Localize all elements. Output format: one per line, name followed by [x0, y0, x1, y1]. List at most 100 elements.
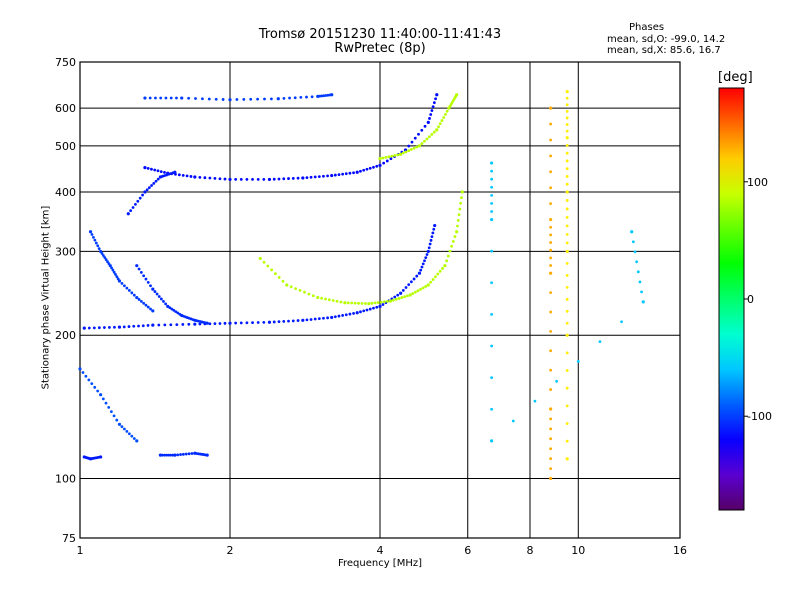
data-point [287, 319, 290, 323]
data-point [362, 168, 366, 172]
data-point [435, 93, 439, 97]
data-point [549, 437, 553, 441]
data-point [144, 303, 148, 307]
data-point [421, 286, 425, 290]
data-point [78, 367, 82, 371]
data-point [490, 439, 494, 443]
data-point [151, 287, 155, 291]
data-point [256, 97, 259, 101]
data-point [123, 427, 126, 431]
data-point [368, 166, 372, 170]
data-point [431, 231, 435, 235]
data-point [490, 281, 494, 285]
data-point [419, 268, 423, 272]
data-point [311, 294, 315, 298]
data-point [104, 401, 108, 405]
data-point [116, 277, 120, 281]
data-point [132, 293, 136, 297]
data-point [125, 429, 129, 433]
data-point [159, 297, 163, 301]
y-tick-label: 300 [55, 245, 76, 258]
data-point [266, 264, 270, 268]
x-axis-label: Frequency [MHz] [337, 558, 423, 569]
data-point [378, 304, 382, 308]
data-point [429, 238, 433, 242]
data-point [249, 97, 253, 101]
data-point [549, 310, 553, 314]
data-point [92, 235, 95, 239]
data-point [189, 175, 193, 178]
data-point [416, 289, 420, 293]
data-point [355, 170, 359, 174]
data-point [185, 174, 189, 178]
data-point [549, 225, 553, 229]
data-point [565, 386, 569, 390]
data-point [99, 393, 103, 397]
data-point [555, 379, 558, 383]
data-point [176, 311, 180, 315]
data-point [381, 156, 385, 160]
data-point [549, 154, 553, 158]
data-point [565, 249, 569, 254]
data-point [565, 159, 569, 163]
data-point [370, 301, 374, 305]
data-point [549, 186, 553, 190]
data-point [433, 223, 437, 228]
data-point [344, 172, 348, 176]
data-point [420, 142, 424, 145]
plot-frame [79, 61, 681, 539]
data-point [301, 318, 305, 322]
data-point [214, 97, 218, 101]
data-point [184, 452, 188, 456]
data-point [549, 329, 553, 333]
data-point [636, 270, 640, 274]
data-point [438, 122, 442, 126]
data-point [126, 212, 130, 216]
data-point [205, 321, 209, 325]
data-point [150, 167, 153, 171]
data-point [565, 369, 569, 372]
data-point [135, 295, 139, 300]
data-point [333, 315, 337, 319]
data-point [423, 139, 426, 143]
data-point [256, 321, 260, 324]
data-point [137, 267, 141, 271]
data-point [104, 258, 108, 261]
data-point [135, 264, 139, 268]
data-point [428, 117, 431, 120]
y-tick-label: 100 [55, 473, 76, 486]
data-point [400, 296, 404, 299]
data-point [205, 453, 209, 457]
data-point [533, 399, 537, 403]
data-point [223, 177, 227, 181]
y-tick-label: 200 [55, 329, 76, 342]
data-point [112, 270, 116, 274]
data-point [149, 284, 152, 288]
data-point [490, 217, 494, 222]
data-point [294, 287, 298, 290]
data-point [92, 326, 96, 330]
data-point [148, 96, 152, 100]
chart-title: Tromsø 20151230 11:40:00-11:41:43 [258, 27, 502, 42]
data-point [444, 112, 447, 116]
data-point [424, 256, 428, 260]
data-point [565, 233, 569, 236]
data-point [357, 301, 360, 305]
data-point [417, 271, 422, 275]
x-tick-label: 6 [464, 544, 471, 557]
data-point [94, 241, 98, 245]
data-point [251, 321, 254, 325]
data-point [139, 270, 143, 274]
data-point [458, 207, 462, 211]
data-point [228, 98, 232, 102]
data-point [393, 154, 397, 157]
data-point [376, 301, 380, 304]
data-point [456, 218, 460, 222]
data-point [423, 259, 426, 263]
data-point [640, 290, 643, 294]
data-point [425, 253, 429, 256]
data-point [269, 97, 273, 101]
data-point [277, 177, 281, 181]
data-point [159, 170, 163, 173]
